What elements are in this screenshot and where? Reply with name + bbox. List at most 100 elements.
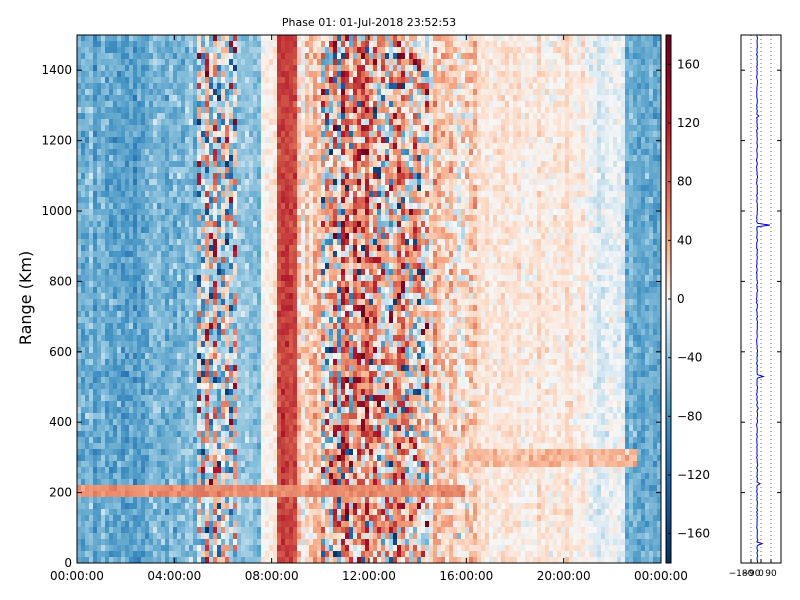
heatmap-cell bbox=[201, 359, 206, 366]
heatmap-cell bbox=[289, 539, 294, 546]
heatmap-cell bbox=[289, 527, 294, 534]
heatmap-cell bbox=[141, 347, 146, 354]
heatmap-cell bbox=[245, 395, 250, 402]
heatmap-cell bbox=[209, 341, 214, 348]
heatmap-cell bbox=[297, 227, 302, 234]
heatmap-cell bbox=[197, 509, 202, 516]
heatmap-cell bbox=[177, 173, 182, 180]
heatmap-cell bbox=[133, 521, 138, 528]
heatmap-cell bbox=[165, 125, 170, 132]
heatmap-cell bbox=[97, 539, 102, 546]
heatmap-cell bbox=[169, 263, 174, 270]
heatmap-cell bbox=[241, 59, 246, 66]
heatmap-cell bbox=[89, 467, 94, 474]
heatmap-cell bbox=[141, 503, 146, 510]
heatmap-cell bbox=[189, 395, 194, 402]
heatmap-cell bbox=[249, 509, 254, 516]
heatmap-cell bbox=[277, 227, 282, 234]
heatmap-cell bbox=[117, 131, 122, 138]
heatmap-cell bbox=[149, 539, 154, 546]
heatmap-cell bbox=[153, 365, 158, 372]
heatmap-cell bbox=[137, 233, 142, 240]
heatmap-cell bbox=[153, 389, 158, 396]
heatmap-cell bbox=[137, 365, 142, 372]
heatmap-cell bbox=[301, 227, 306, 234]
heatmap-cell bbox=[137, 401, 142, 408]
heatmap-cell bbox=[237, 35, 242, 42]
heatmap-cell bbox=[209, 371, 214, 378]
heatmap-cell bbox=[205, 53, 210, 60]
heatmap-cell bbox=[129, 431, 134, 438]
heatmap-cell bbox=[213, 227, 218, 234]
heatmap-cell bbox=[257, 71, 262, 78]
heatmap-cell bbox=[241, 281, 246, 288]
heatmap-cell bbox=[173, 389, 178, 396]
heatmap-cell bbox=[285, 293, 290, 300]
heatmap-cell bbox=[197, 419, 202, 426]
heatmap-cell bbox=[229, 293, 234, 300]
heatmap-cell bbox=[113, 59, 118, 66]
heatmap-cell bbox=[153, 449, 158, 456]
heatmap-cell bbox=[185, 425, 190, 432]
heatmap-cell bbox=[89, 359, 94, 366]
heatmap-cell bbox=[109, 125, 114, 132]
heatmap-cell bbox=[289, 239, 294, 246]
heatmap-cell bbox=[193, 317, 198, 324]
heatmap-cell bbox=[193, 455, 198, 462]
heatmap-cell bbox=[293, 485, 298, 492]
heatmap-cell bbox=[225, 341, 230, 348]
heatmap-cell bbox=[273, 293, 278, 300]
heatmap-cell bbox=[89, 353, 94, 360]
heatmap-cell bbox=[253, 299, 258, 306]
heatmap-cell bbox=[113, 257, 118, 264]
heatmap-cell bbox=[81, 155, 86, 162]
heatmap-cell bbox=[225, 95, 230, 102]
heatmap-cell bbox=[237, 533, 242, 540]
heatmap-cell bbox=[177, 395, 182, 402]
heatmap-cell bbox=[129, 323, 134, 330]
heatmap-cell bbox=[77, 47, 82, 54]
heatmap-cell bbox=[185, 461, 190, 468]
heatmap-cell bbox=[201, 47, 206, 54]
heatmap-cell bbox=[229, 383, 234, 390]
heatmap-cell bbox=[173, 425, 178, 432]
heatmap-cell bbox=[157, 53, 162, 60]
heatmap-cell bbox=[257, 143, 262, 150]
heatmap-cell bbox=[173, 233, 178, 240]
heatmap-cell bbox=[153, 65, 158, 72]
heatmap-cell bbox=[273, 467, 278, 474]
heatmap-cell bbox=[145, 179, 150, 186]
heatmap-cell bbox=[137, 149, 142, 156]
heatmap-cell bbox=[137, 131, 142, 138]
heatmap-cell bbox=[149, 35, 154, 42]
heatmap-cell bbox=[85, 275, 90, 282]
heatmap-cell bbox=[193, 191, 198, 198]
heatmap-cell bbox=[81, 251, 86, 258]
heatmap-cell bbox=[105, 533, 110, 540]
heatmap-cell bbox=[289, 323, 294, 330]
heatmap-cell bbox=[237, 125, 242, 132]
heatmap-cell bbox=[185, 101, 190, 108]
heatmap-cell bbox=[185, 191, 190, 198]
heatmap-cell bbox=[149, 449, 154, 456]
heatmap-cell bbox=[217, 473, 222, 480]
heatmap-cell bbox=[293, 359, 298, 366]
heatmap-cell bbox=[177, 95, 182, 102]
heatmap-cell bbox=[101, 539, 106, 546]
heatmap-cell bbox=[157, 485, 162, 492]
heatmap-cell bbox=[161, 353, 166, 360]
heatmap-cell bbox=[105, 131, 110, 138]
heatmap-cell bbox=[221, 227, 226, 234]
heatmap-cell bbox=[297, 365, 302, 372]
heatmap-cell bbox=[121, 461, 126, 468]
heatmap-cell bbox=[277, 131, 282, 138]
heatmap-cell bbox=[81, 359, 86, 366]
heatmap-cell bbox=[89, 257, 94, 264]
heatmap-cell bbox=[109, 107, 114, 114]
heatmap-cell bbox=[145, 137, 150, 144]
heatmap-cell bbox=[121, 527, 126, 534]
heatmap-cell bbox=[281, 251, 286, 258]
heatmap-cell bbox=[185, 509, 190, 516]
heatmap-cell bbox=[117, 41, 122, 48]
heatmap-cell bbox=[189, 329, 194, 336]
